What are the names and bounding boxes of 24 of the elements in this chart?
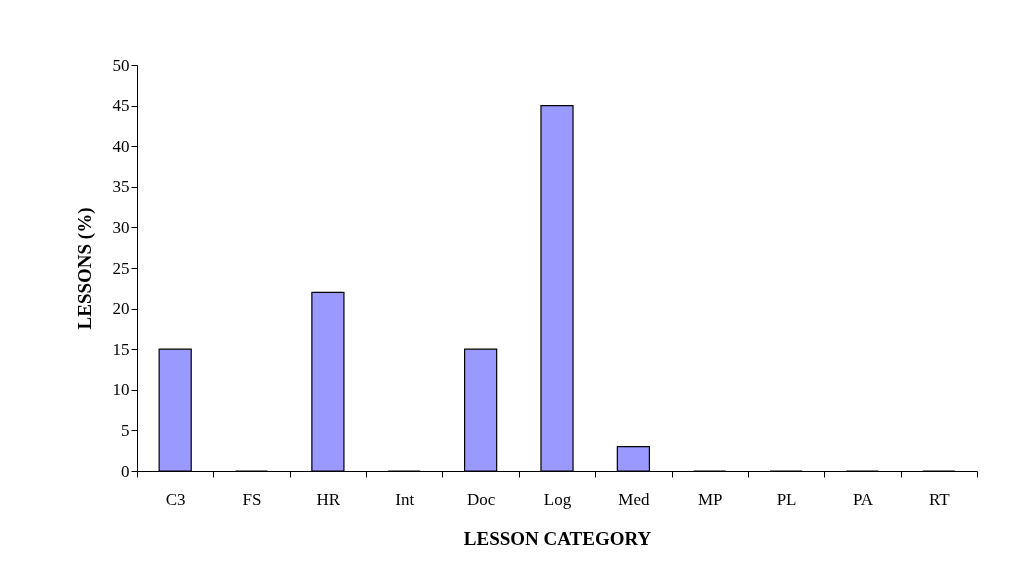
y-tick-label: 45 [112, 96, 130, 116]
x-tick-label: Doc [466, 489, 496, 509]
x-tick-label: HR [316, 489, 341, 509]
x-tick-label: RT [928, 489, 951, 509]
y-tick-label: 15 [112, 339, 130, 359]
y-tick-label: 30 [112, 217, 130, 237]
x-tick-label: FS [242, 489, 262, 509]
y-tick-label: 20 [112, 299, 130, 319]
x-tick-label: C3 [165, 489, 186, 509]
y-axis-title: LESSONS (%) [73, 207, 96, 330]
x-tick-label: Log [543, 489, 572, 509]
y-tick-label: 0 [121, 461, 130, 481]
x-tick-label: MP [697, 489, 723, 509]
x-axis-title: LESSON CATEGORY [463, 527, 652, 549]
y-tick-label: 5 [121, 420, 130, 440]
x-tick-label: PA [852, 489, 874, 509]
x-tick-label: Int [395, 489, 415, 509]
y-tick-label: 40 [112, 136, 130, 156]
y-tick-label: 25 [112, 258, 130, 278]
y-tick-label: 10 [112, 380, 130, 400]
x-tick-label: PL [776, 489, 797, 509]
y-tick-label: 50 [112, 55, 130, 75]
y-tick-label: 35 [112, 177, 130, 197]
x-tick-label: Med [618, 489, 650, 509]
